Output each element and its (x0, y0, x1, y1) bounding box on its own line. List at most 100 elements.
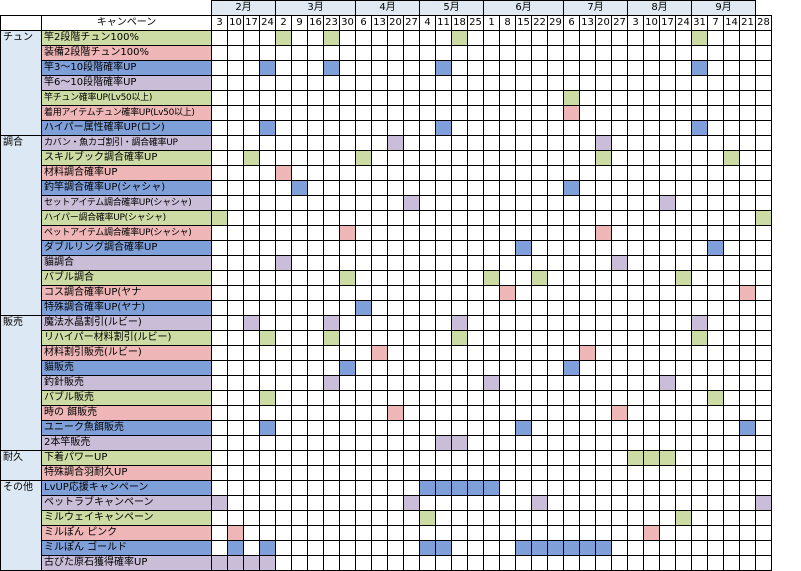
empty-cell (659, 495, 676, 511)
empty-cell (323, 165, 340, 181)
empty-cell (355, 255, 372, 271)
empty-cell (355, 105, 372, 121)
empty-cell (403, 450, 420, 466)
empty-cell (275, 450, 292, 466)
empty-cell (307, 465, 324, 481)
empty-cell (211, 405, 228, 421)
empty-cell (723, 225, 740, 241)
empty-cell (243, 30, 260, 46)
empty-cell (755, 285, 772, 301)
empty-cell (643, 330, 660, 346)
empty-cell (435, 150, 452, 166)
empty-cell (291, 240, 308, 256)
empty-cell (547, 255, 564, 271)
empty-cell (355, 555, 372, 571)
empty-cell (611, 90, 628, 106)
empty-cell (723, 30, 740, 46)
empty-cell (627, 195, 644, 211)
scheduled-cell (323, 315, 340, 331)
empty-cell (627, 555, 644, 571)
empty-cell (563, 165, 580, 181)
empty-cell (243, 105, 260, 121)
empty-cell (307, 270, 324, 286)
empty-cell (419, 150, 436, 166)
empty-cell (227, 135, 244, 151)
empty-cell (547, 360, 564, 376)
empty-cell (211, 240, 228, 256)
empty-cell (739, 555, 756, 571)
empty-cell (531, 390, 548, 406)
empty-cell (675, 120, 692, 136)
empty-cell (739, 30, 756, 46)
campaign-name: コス調合確率UP(ヤナ (41, 285, 212, 301)
empty-cell (227, 315, 244, 331)
empty-cell (499, 495, 516, 511)
empty-cell (659, 75, 676, 91)
day-header: 22 (531, 15, 548, 31)
empty-cell (547, 210, 564, 226)
empty-cell (275, 105, 292, 121)
empty-cell (387, 285, 404, 301)
empty-cell (691, 285, 708, 301)
empty-cell (579, 405, 596, 421)
empty-cell (707, 120, 724, 136)
empty-cell (227, 465, 244, 481)
empty-cell (531, 555, 548, 571)
empty-cell (675, 240, 692, 256)
empty-cell (403, 120, 420, 136)
empty-cell (755, 135, 772, 151)
empty-cell (419, 435, 436, 451)
empty-cell (627, 300, 644, 316)
empty-cell (275, 270, 292, 286)
empty-cell (387, 75, 404, 91)
campaign-row: ミルぽん ピンク (1, 525, 772, 541)
empty-cell (211, 390, 228, 406)
empty-cell (579, 150, 596, 166)
empty-cell (643, 45, 660, 61)
empty-cell (227, 120, 244, 136)
empty-cell (451, 105, 468, 121)
empty-cell (531, 30, 548, 46)
empty-cell (307, 405, 324, 421)
empty-cell (355, 375, 372, 391)
scheduled-cell (579, 345, 596, 361)
scheduled-cell (323, 375, 340, 391)
empty-cell (531, 360, 548, 376)
empty-cell (531, 435, 548, 451)
empty-cell (243, 510, 260, 526)
empty-cell (339, 465, 356, 481)
empty-cell (739, 180, 756, 196)
empty-cell (259, 345, 276, 361)
empty-cell (483, 405, 500, 421)
empty-cell (371, 165, 388, 181)
empty-cell (595, 435, 612, 451)
empty-cell (211, 195, 228, 211)
empty-cell (451, 270, 468, 286)
empty-cell (643, 390, 660, 406)
empty-cell (659, 300, 676, 316)
campaign-name: ミルぽん ピンク (41, 525, 212, 541)
empty-cell (691, 300, 708, 316)
campaign-name: LvUP応援キャンペーン (41, 480, 212, 496)
empty-cell (483, 120, 500, 136)
empty-cell (595, 90, 612, 106)
empty-cell (467, 210, 484, 226)
empty-cell (371, 330, 388, 346)
empty-cell (627, 75, 644, 91)
empty-cell (403, 285, 420, 301)
empty-cell (691, 510, 708, 526)
empty-cell (755, 150, 772, 166)
empty-cell (339, 300, 356, 316)
empty-cell (627, 270, 644, 286)
scheduled-cell (739, 285, 756, 301)
empty-cell (691, 150, 708, 166)
empty-cell (707, 525, 724, 541)
scheduled-cell (659, 195, 676, 211)
empty-cell (707, 165, 724, 181)
empty-cell (611, 450, 628, 466)
empty-cell (643, 210, 660, 226)
empty-cell (451, 45, 468, 61)
day-header: 17 (659, 15, 676, 31)
campaign-row: スキルブック調合確率UP (1, 150, 772, 166)
empty-cell (739, 315, 756, 331)
